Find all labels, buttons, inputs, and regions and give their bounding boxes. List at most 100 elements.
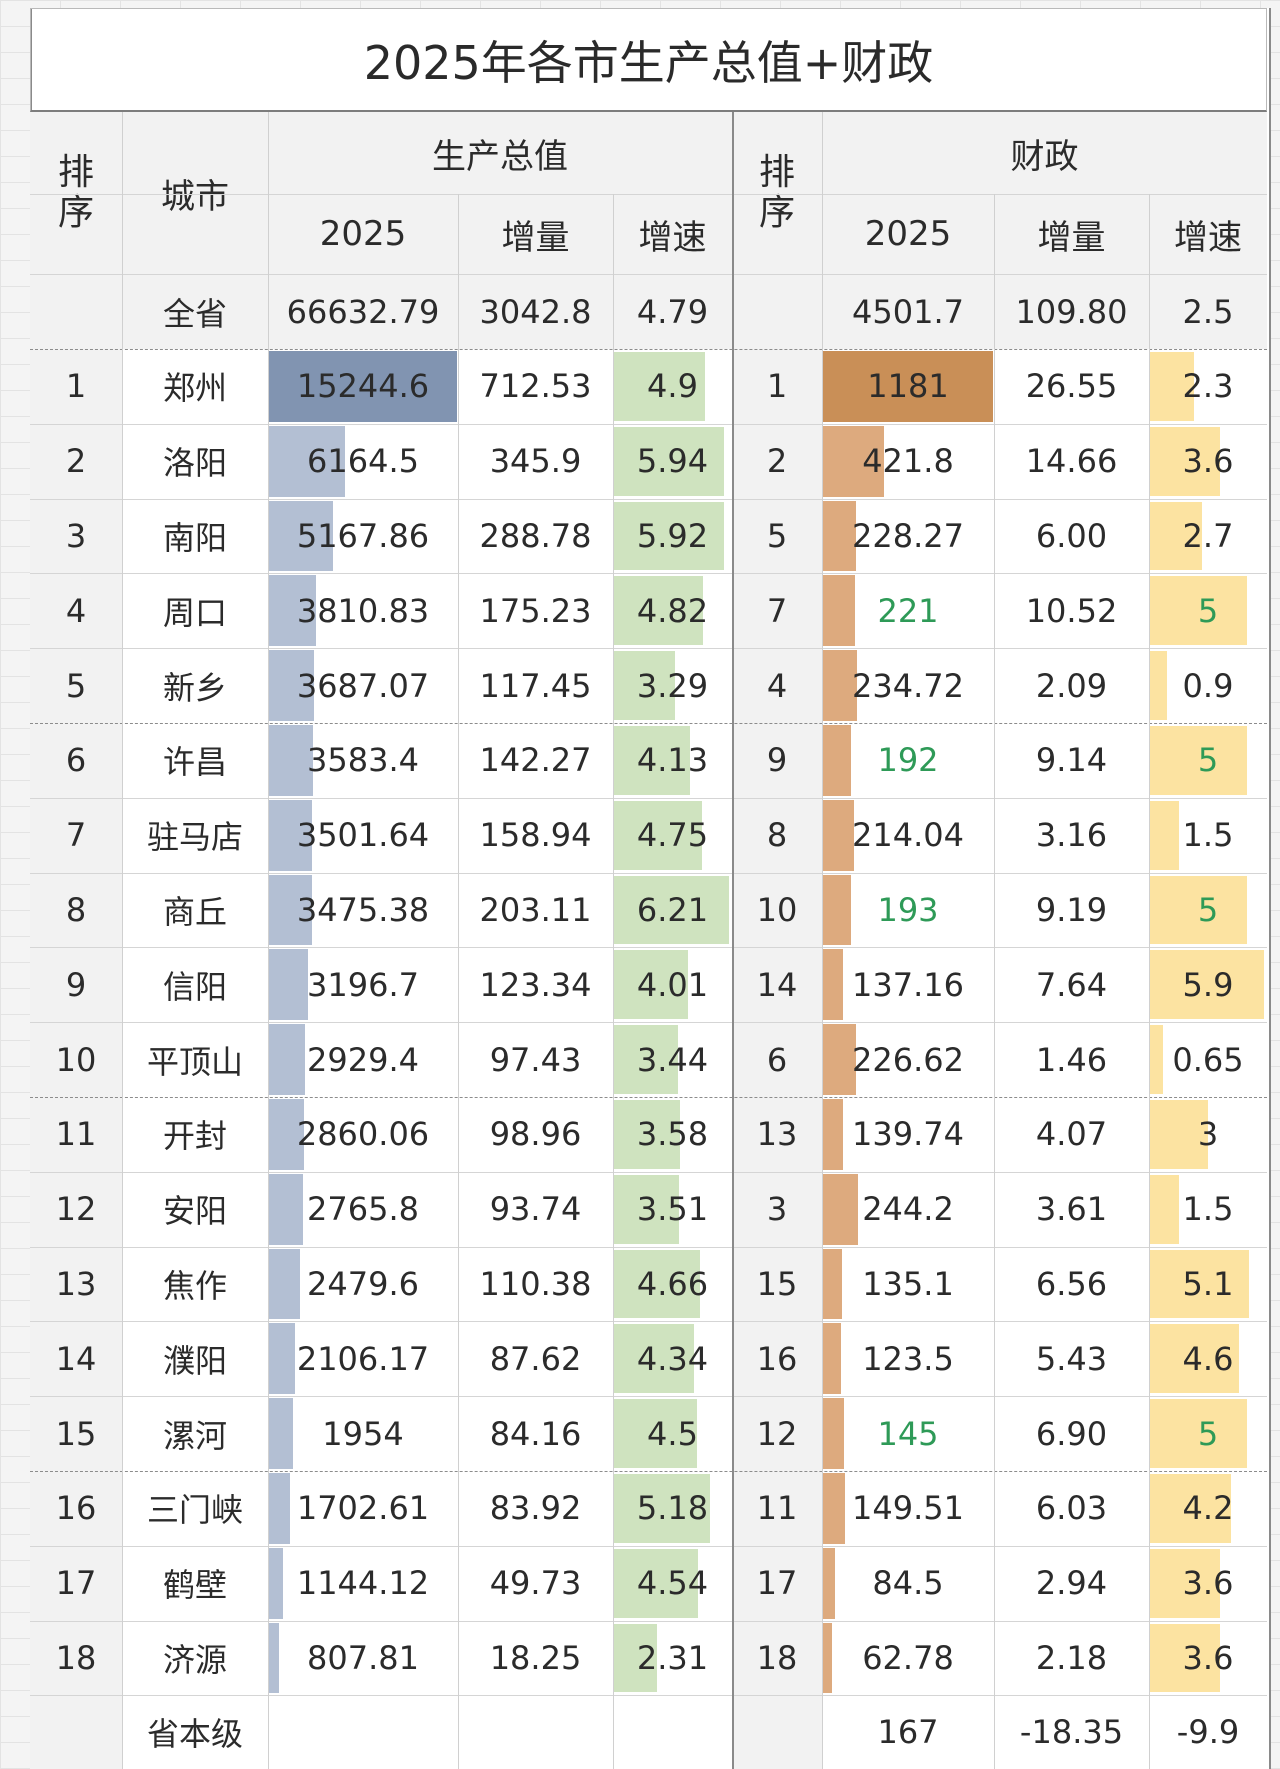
gdp-increment-header: 增量 [458, 194, 613, 274]
gdp-growth-bar [614, 651, 675, 720]
row-fiscal: 84.5 [872, 1564, 944, 1603]
provincial-level-fiscal-growth: -9.9 [1176, 1713, 1240, 1751]
row-fiscal-growth: 1.5 [1182, 816, 1234, 855]
gdp-bar [269, 874, 312, 946]
fiscal-bar [823, 799, 854, 871]
row-gdp-growth: 6.21 [636, 890, 709, 929]
row-city: 济源 [162, 1640, 227, 1679]
gdp-bar [269, 1547, 284, 1619]
row-gdp: 3810.83 [296, 591, 430, 630]
row-gdp-growth: 3.58 [636, 1115, 709, 1154]
row-fiscal-growth: 2.3 [1182, 367, 1234, 406]
fiscal-growth-bar [1150, 1548, 1220, 1618]
row-fiscal-growth: 4.6 [1182, 1339, 1234, 1378]
gdp-growth-bar [614, 1474, 710, 1543]
gdp-growth-bar [614, 875, 729, 945]
gdp-growth-bar [614, 1324, 695, 1394]
fiscal-growth-bar [1150, 1623, 1220, 1693]
gdp-growth-bar [614, 950, 689, 1020]
row-fiscal-increment: 6.56 [1035, 1264, 1108, 1303]
row-fiscal-rank: 13 [732, 1097, 822, 1172]
row-fiscal-increment: 5.43 [1035, 1339, 1108, 1378]
column-divider [122, 112, 123, 1769]
row-fiscal: 244.2 [862, 1190, 954, 1229]
row-fiscal-increment: 6.90 [1035, 1414, 1108, 1453]
gdp-growth-bar [614, 1548, 699, 1618]
row-divider [30, 947, 1267, 948]
row-gdp-increment: 97.43 [489, 1040, 582, 1079]
gdp-bar [269, 575, 316, 647]
gdp-bar [269, 351, 457, 422]
row-divider [30, 1396, 1267, 1397]
fiscal-bar [823, 949, 843, 1021]
row-fiscal-growth: 5.1 [1182, 1264, 1234, 1303]
row-city: 郑州 [162, 369, 227, 408]
row-city: 周口 [162, 593, 227, 632]
row-fiscal-rank: 6 [732, 1022, 822, 1097]
fiscal-growth-bar [1150, 501, 1203, 571]
row-divider [30, 349, 1267, 350]
fiscal-growth-bar [1150, 1249, 1249, 1319]
row-divider [30, 798, 1267, 799]
fiscal-bar [823, 1622, 833, 1694]
row-fiscal-increment: 1.46 [1035, 1040, 1108, 1079]
row-gdp-growth: 4.01 [636, 965, 709, 1004]
row-divider [30, 274, 1267, 275]
gdp-growth-bar [614, 1249, 701, 1319]
row-fiscal-rank: 5 [732, 498, 822, 574]
row-fiscal-growth: 3 [1197, 1115, 1219, 1154]
row-fiscal-rank: 3 [732, 1171, 822, 1247]
row-fiscal: 192 [877, 741, 939, 780]
gdp-growth-bar [614, 426, 724, 496]
row-fiscal-increment: 2.18 [1035, 1638, 1108, 1677]
row-fiscal: 221 [877, 591, 939, 630]
row-gdp-increment: 98.96 [489, 1115, 582, 1154]
gdp-growth-bar [614, 800, 702, 870]
row-divider [30, 1247, 1267, 1248]
row-fiscal: 139.74 [852, 1115, 964, 1154]
column-divider [822, 112, 823, 1769]
total-label: 全省 [122, 274, 268, 349]
total-fiscal-growth: 2.5 [1149, 274, 1267, 349]
row-fiscal-growth: 3.6 [1182, 442, 1234, 481]
row-fiscal-increment: 7.64 [1035, 965, 1108, 1004]
city-header: 城市 [122, 112, 268, 274]
row-fiscal-rank: 9 [732, 723, 822, 798]
provincial-level-fiscal-increment: -18.35 [1019, 1713, 1124, 1751]
row-gdp: 2929.4 [307, 1040, 419, 1079]
fiscal-growth-bar [1150, 352, 1195, 421]
rank-header: 排序 [30, 112, 122, 274]
row-fiscal-growth: 2.7 [1182, 516, 1234, 555]
row-gdp-increment: 123.34 [479, 965, 592, 1004]
row-city: 商丘 [162, 892, 227, 931]
row-fiscal-increment: 4.07 [1035, 1115, 1108, 1154]
row-fiscal-increment: 6.03 [1035, 1489, 1108, 1528]
row-divider [30, 1695, 1267, 1696]
gdp-growth-bar [614, 576, 704, 646]
row-gdp: 3196.7 [307, 965, 419, 1004]
row-rank: 14 [30, 1321, 122, 1397]
row-fiscal-rank: 12 [732, 1396, 822, 1471]
fiscal-growth-bar [1150, 576, 1247, 646]
row-fiscal: 193 [877, 890, 939, 929]
column-divider [268, 112, 269, 1769]
row-gdp: 6164.5 [307, 442, 419, 481]
row-divider [30, 1471, 1267, 1472]
row-fiscal-rank: 14 [732, 947, 822, 1023]
gdp-growth-header: 增速 [613, 194, 732, 274]
provincial-level-label: 省本级 [146, 1715, 243, 1753]
gdp-group-header: 生产总值 [268, 112, 732, 194]
total-gdp-growth: 4.79 [613, 274, 732, 349]
column-divider [994, 194, 995, 1769]
row-fiscal-rank: 17 [732, 1545, 822, 1621]
column-divider [458, 194, 459, 1769]
row-fiscal: 228.27 [852, 516, 964, 555]
fiscal-bar [823, 725, 851, 796]
row-rank: 1 [30, 349, 122, 424]
fiscal-bar [823, 500, 856, 572]
row-fiscal: 137.16 [852, 965, 964, 1004]
row-gdp-increment: 175.23 [479, 591, 592, 630]
row-fiscal-rank: 18 [732, 1620, 822, 1696]
gdp-bar [269, 725, 314, 796]
row-rank: 11 [30, 1097, 122, 1172]
